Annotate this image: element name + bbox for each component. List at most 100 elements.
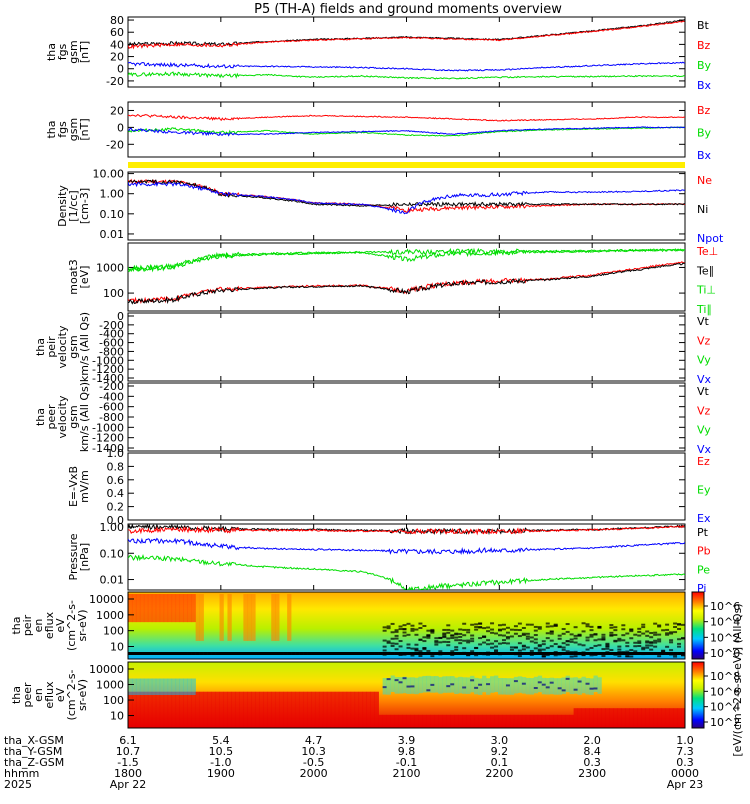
flux-noise bbox=[490, 631, 495, 634]
flux-noise bbox=[394, 648, 399, 651]
flux-dark-band bbox=[625, 652, 630, 655]
flux-noise bbox=[613, 629, 618, 632]
y-tick-label: -1400 bbox=[92, 442, 124, 455]
flux-cyan-band bbox=[446, 676, 451, 693]
flux-noise bbox=[637, 640, 642, 643]
flux-dark-band bbox=[677, 652, 682, 655]
flux-dark-band bbox=[382, 652, 387, 655]
flux-noise bbox=[406, 622, 411, 625]
flux-noise bbox=[549, 630, 554, 633]
flux-noise bbox=[573, 688, 578, 691]
colorbar-scale bbox=[691, 661, 705, 729]
flux-noise bbox=[426, 649, 431, 652]
flux-noise bbox=[617, 648, 622, 651]
flux-noise bbox=[525, 623, 530, 626]
z-gsm-value: -1.0 bbox=[210, 756, 231, 769]
y-axis-label: peer bbox=[45, 404, 58, 430]
flux-red-band bbox=[498, 714, 503, 727]
flux-noise bbox=[394, 679, 399, 682]
flux-red-band bbox=[613, 708, 618, 727]
flux-stripe bbox=[219, 594, 224, 641]
flux-noise bbox=[382, 629, 387, 632]
flux-red-band bbox=[279, 691, 284, 727]
series-bx-line bbox=[128, 61, 685, 72]
z-gsm-value: 0.3 bbox=[676, 756, 694, 769]
panel-frame bbox=[127, 452, 686, 521]
y-tick-label: -600 bbox=[99, 337, 124, 350]
y-tick-label: 0.10 bbox=[100, 547, 125, 560]
flux-noise bbox=[498, 629, 502, 632]
flux-noise bbox=[490, 646, 495, 649]
flux-noise bbox=[494, 640, 499, 643]
flux-red-band bbox=[231, 691, 236, 727]
legend-entry: Bt bbox=[697, 19, 710, 32]
flux-noise bbox=[585, 623, 590, 626]
flux-noise bbox=[641, 623, 646, 626]
y-tick-label: 10.00 bbox=[93, 168, 125, 181]
flux-cyan-band bbox=[494, 675, 499, 693]
flux-hot-patch bbox=[135, 594, 141, 623]
flux-red-band bbox=[490, 714, 495, 727]
flux-noise bbox=[669, 631, 674, 634]
flux-dark-band bbox=[311, 652, 316, 655]
time-tick-label: 0000 bbox=[671, 767, 699, 780]
legend-entry: Pi bbox=[697, 582, 706, 595]
flux-dark-band bbox=[187, 652, 192, 655]
flux-noise bbox=[593, 639, 598, 642]
flux-dark-band bbox=[263, 652, 268, 655]
flux-noise bbox=[462, 686, 467, 689]
flux-noise bbox=[665, 645, 670, 648]
flux-noise bbox=[486, 626, 491, 629]
y-tick-label: -200 bbox=[99, 380, 124, 393]
y-tick-label: 0.10 bbox=[100, 208, 125, 221]
flux-dark-band bbox=[283, 652, 288, 655]
flux-noise bbox=[533, 687, 538, 690]
y-tick-label: -800 bbox=[99, 411, 124, 424]
y-tick-label: 10000 bbox=[89, 593, 124, 606]
y-tick-label: -600 bbox=[99, 401, 124, 414]
y-axis-label: [nPa] bbox=[78, 543, 91, 571]
flux-red-band bbox=[509, 714, 515, 727]
flux-dark-band bbox=[299, 652, 304, 655]
flux-noise bbox=[470, 623, 475, 626]
flux-dark-band bbox=[386, 652, 391, 655]
flux-noise bbox=[414, 648, 419, 651]
flux-noise bbox=[426, 629, 431, 632]
flux-red-band bbox=[330, 691, 336, 727]
axis-row-label: tha_X-GSM bbox=[4, 734, 64, 747]
flux-noise bbox=[621, 639, 626, 642]
flux-blue-band bbox=[143, 678, 149, 695]
flux-dark-band bbox=[135, 652, 141, 655]
flux-noise bbox=[549, 645, 554, 648]
flux-dark-band bbox=[577, 652, 582, 655]
flux-red-band bbox=[287, 691, 292, 727]
flux-noise bbox=[569, 638, 574, 641]
flux-cyan-band bbox=[458, 676, 463, 694]
flux-cyan-band bbox=[589, 678, 594, 695]
y-axis-label: tha bbox=[10, 616, 23, 634]
flux-dark-band bbox=[303, 652, 308, 655]
panel-peer-velocity: -200-400-600-800-1000-1200-1400 thapeerve… bbox=[34, 380, 712, 456]
flux-dark-band bbox=[605, 652, 610, 655]
flux-noise bbox=[673, 625, 678, 628]
flux-dark-band bbox=[163, 652, 169, 655]
legend-entry: Pt bbox=[697, 526, 709, 539]
flux-red-band bbox=[573, 708, 578, 727]
flux-red-band bbox=[637, 708, 642, 727]
flux-red-band bbox=[139, 691, 145, 727]
flux-cyan-band bbox=[525, 677, 531, 695]
legend-entry: Vx bbox=[697, 443, 712, 456]
flux-noise bbox=[657, 633, 662, 636]
flux-noise bbox=[661, 629, 666, 632]
flux-noise bbox=[589, 646, 594, 649]
flux-dark-band bbox=[223, 652, 228, 655]
flux-noise bbox=[549, 625, 554, 628]
flux-stripe bbox=[275, 594, 280, 641]
flux-dark-band bbox=[243, 652, 248, 655]
flux-cyan-band bbox=[414, 677, 419, 695]
flux-noise bbox=[422, 640, 427, 643]
flux-red-band bbox=[649, 708, 654, 727]
flux-noise bbox=[557, 637, 562, 640]
series-te-line bbox=[128, 262, 685, 305]
spectrogram bbox=[128, 592, 686, 659]
